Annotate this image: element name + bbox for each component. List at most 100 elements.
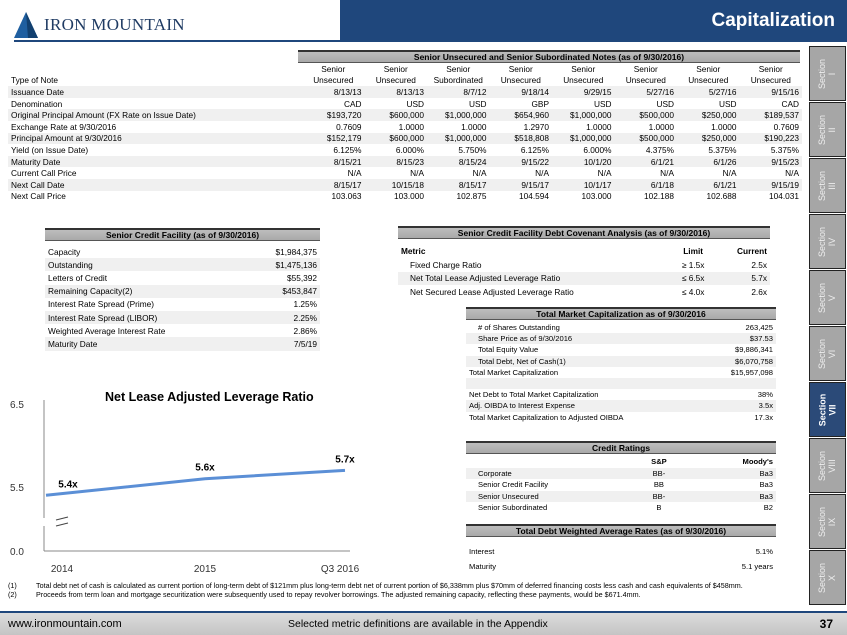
cell-value: USD — [593, 98, 612, 109]
table-row: Principal Amount at 9/30/2016 $152,179 $60… — [8, 132, 802, 145]
cell-value: $6,070,758 — [704, 355, 776, 367]
x-tick-label: 2014 — [51, 564, 74, 575]
tab-section-6[interactable]: Section VI — [809, 326, 846, 381]
cell-value: 5.1% — [755, 547, 773, 556]
cell-value: $250,000 — [677, 109, 740, 121]
cell-value: $1,475,136 — [243, 258, 320, 272]
header-band — [340, 0, 847, 42]
row-label: Net Debt to Total Market Capitalization — [469, 390, 599, 400]
table-row: Total Market Capitalization to Adjusted … — [466, 412, 776, 423]
mcap-table: # of Shares Outstanding 263,425 Share Pric… — [466, 322, 776, 423]
row-label: Total Debt, Net of Cash(1) — [466, 355, 705, 367]
cell-value: $500,000 — [614, 109, 677, 121]
tab-section-5[interactable]: Section V — [809, 270, 846, 325]
table-row: Original Principal Amount (FX Rate on Is… — [8, 109, 802, 121]
cell-value: $37.53 — [704, 333, 776, 345]
row-label: # of Shares Outstanding — [478, 323, 560, 333]
tab-section-8[interactable]: Section VIII — [809, 438, 846, 493]
table-row: Interest 5.1% — [466, 544, 776, 559]
table-row: Interest Rate Spread (LIBOR) 2.25% — [45, 310, 320, 325]
cell-value: Ba3 — [718, 490, 776, 502]
cell-value: 103.063 — [331, 191, 362, 202]
cell-value: 1.0000 — [586, 121, 612, 132]
row-label: Maturity Date — [45, 337, 244, 351]
cell-value: 1.25% — [293, 299, 317, 310]
cell-value: $152,179 — [302, 132, 365, 145]
cell-value: 104.594 — [519, 191, 549, 202]
row-label: Original Principal Amount (FX Rate on Is… — [8, 109, 302, 121]
mcap-title: Total Market Capitalization as of 9/30/2… — [466, 307, 776, 320]
row-label: Type of Note — [11, 75, 59, 86]
cell-value: Senior — [696, 63, 721, 74]
chart-title: Net Lease Adjusted Leverage Ratio — [105, 390, 314, 404]
y-tick-label: 6.5 — [10, 400, 24, 411]
table-row: Total Debt, Net of Cash(1) $6,070,758 — [466, 355, 776, 367]
cell-value: 5.750% — [458, 144, 487, 155]
row-label: Denomination — [11, 98, 63, 109]
table-row: Corporate BB- Ba3 — [466, 467, 776, 479]
cell-value: $500,000 — [614, 132, 677, 145]
cell-value: 102.188 — [644, 191, 674, 202]
tab-section-3[interactable]: Section III — [809, 158, 846, 213]
cell-value: ≤ 6.5x — [671, 271, 715, 285]
cell-value: 10/1/17 — [552, 178, 615, 191]
cell-value: BB- — [598, 490, 719, 502]
cell-value: 5.375% — [708, 144, 737, 155]
footnote: (1) Total debt net of cash is calculated … — [8, 581, 798, 590]
footer-note: Selected metric definitions are availabl… — [288, 618, 548, 630]
cell-value: Unsecured — [313, 75, 354, 86]
cell-value: $654,960 — [489, 109, 552, 121]
cell-value: Senior — [446, 63, 471, 74]
cell-value: 2.25% — [243, 310, 320, 325]
cell-value: Unsecured — [688, 75, 729, 86]
cell-value: 104.031 — [769, 191, 799, 202]
tab-section-4[interactable]: Section IV — [809, 214, 846, 269]
cell-value: 1.0000 — [461, 121, 487, 132]
cell-value: 6.125% — [520, 144, 549, 155]
cell-value: 7/5/19 — [243, 337, 320, 351]
row-label: Maturity — [469, 562, 497, 571]
page-title: Capitalization — [711, 10, 835, 31]
cell-value: 6/1/21 — [614, 155, 677, 168]
cell-value: N/A — [722, 168, 737, 179]
cell-value: Senior — [508, 63, 533, 74]
cell-value: 9/15/19 — [739, 178, 802, 191]
table-row: Next Call Date 8/15/17 10/15/18 8/15/17 9/15… — [8, 178, 802, 191]
tab-label: Section II — [817, 114, 838, 145]
cell-value: Unsecured — [750, 75, 791, 86]
cell-value: Unsecured — [500, 75, 541, 86]
cell-value: $1,000,000 — [427, 132, 490, 145]
table-row: Exchange Rate at 9/30/2016 0.7609 1.0000 1.… — [8, 121, 802, 133]
tab-section-7[interactable]: Section VII — [809, 382, 846, 437]
cell-value: ≤ 4.0x — [681, 286, 705, 297]
cell-value: $1,000,000 — [552, 109, 615, 121]
cell-value: $1,000,000 — [552, 132, 615, 145]
cell-value: 1.0000 — [398, 121, 424, 132]
axis-break-mark — [55, 516, 69, 521]
table-row: Net Debt to Total Market Capitalization 3… — [466, 389, 776, 400]
cell-value: $600,000 — [364, 109, 427, 121]
row-label: Senior Credit Facility — [478, 480, 549, 490]
cell-value: 0.7609 — [336, 121, 362, 132]
row-label: Interest Rate Spread (Prime) — [48, 299, 155, 310]
cell-value: 1.0000 — [648, 121, 674, 132]
cell-value: $190,223 — [739, 132, 802, 145]
footer-url[interactable]: www.ironmountain.com — [8, 618, 122, 630]
table-row: Maturity Date 7/5/19 — [45, 337, 320, 351]
row-label: Senior Unsecured — [466, 490, 599, 502]
table-row: Senior Subordinated B B2 — [466, 502, 776, 514]
table-row: # of Shares Outstanding 263,425 — [466, 322, 776, 333]
row-label: Net Secured Lease Adjusted Leverage Rati… — [410, 286, 574, 297]
tab-section-9[interactable]: Section IX — [809, 494, 846, 549]
cell-value: USD — [656, 98, 674, 109]
tab-section-2[interactable]: Section II — [809, 102, 846, 157]
row-label: Corporate — [466, 467, 599, 479]
cell-value: GBP — [531, 98, 549, 109]
cell-value: 8/15/17 — [427, 178, 490, 191]
tab-section-1[interactable]: Section I — [809, 46, 846, 101]
cell-value: 5.7x — [714, 271, 770, 285]
cell-value: N/A — [410, 168, 424, 179]
tab-section-10[interactable]: Section X — [809, 550, 846, 605]
cell-value: 6/1/18 — [614, 178, 677, 191]
mountain-icon — [14, 12, 38, 38]
